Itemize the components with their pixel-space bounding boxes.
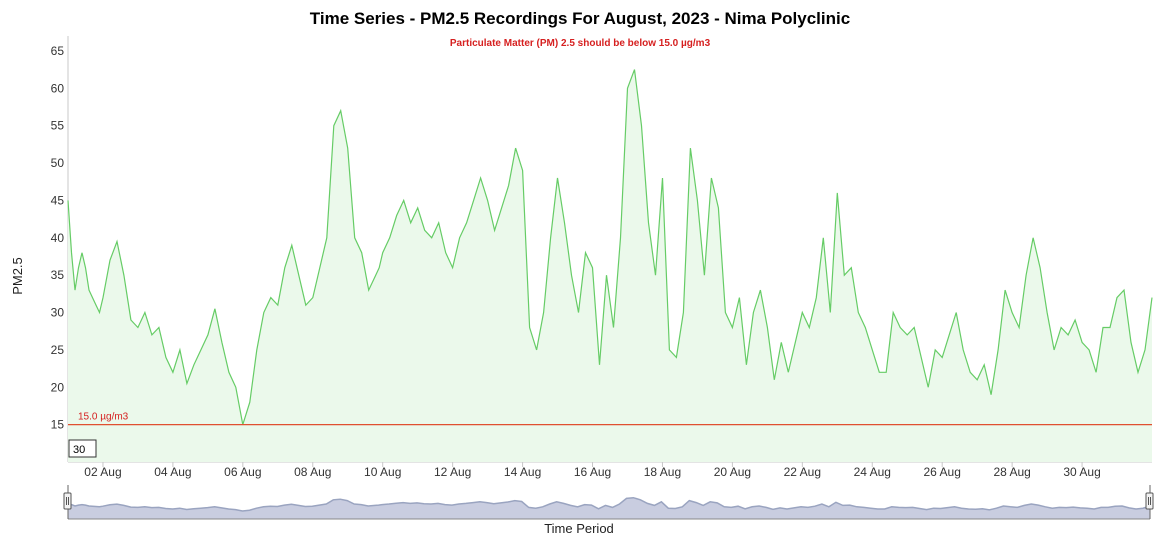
y-tick-label: 60	[51, 81, 65, 95]
navigator-area	[68, 497, 1150, 519]
navigator[interactable]	[63, 485, 1154, 520]
y-tick-label: 35	[51, 268, 65, 282]
y-tick-label: 15	[51, 418, 65, 432]
x-tick-label: 14 Aug	[504, 465, 541, 479]
x-tick-label: 22 Aug	[784, 465, 821, 479]
chart-title: Time Series - PM2.5 Recordings For Augus…	[310, 9, 850, 28]
x-tick-label: 12 Aug	[434, 465, 471, 479]
x-tick-label: 26 Aug	[924, 465, 961, 479]
y-tick-label: 25	[51, 343, 65, 357]
x-tick-label: 18 Aug	[644, 465, 681, 479]
navigator-handle-right[interactable]	[1145, 492, 1154, 510]
x-tick-label: 30 Aug	[1063, 465, 1100, 479]
pm25-area	[68, 69, 1152, 462]
y-axis-label: PM2.5	[10, 257, 25, 295]
navigator-handle-left[interactable]	[63, 492, 72, 510]
x-tick-label: 06 Aug	[224, 465, 261, 479]
y-tick-label: 40	[51, 231, 65, 245]
y-tick-label: 20	[51, 380, 65, 394]
x-tick-label: 28 Aug	[993, 465, 1030, 479]
y-tick-label: 65	[51, 44, 65, 58]
x-axis-label: Time Period	[544, 521, 614, 536]
chart-subtitle: Particulate Matter (PM) 2.5 should be be…	[450, 38, 711, 49]
x-tick-label: 20 Aug	[714, 465, 751, 479]
x-tick-label: 08 Aug	[294, 465, 331, 479]
x-tick-label: 02 Aug	[84, 465, 121, 479]
y-tick-label: 30	[51, 306, 65, 320]
x-tick-label: 04 Aug	[154, 465, 191, 479]
y-tick-label: 55	[51, 119, 65, 133]
y-tick-label: 45	[51, 193, 65, 207]
pm25-series-line	[67, 69, 1153, 425]
rolling-period-value: 30	[73, 444, 85, 456]
threshold-label: 15.0 µg/m3	[78, 412, 129, 423]
x-tick-label: 16 Aug	[574, 465, 611, 479]
x-tick-label: 24 Aug	[854, 465, 891, 479]
rolling-period-box[interactable]	[68, 439, 97, 458]
x-tick-label: 10 Aug	[364, 465, 401, 479]
x-axis-ticks: 02 Aug 04 Aug 06 Aug 08 Aug 10 Aug 12 Aug 14 A…	[84, 462, 1101, 479]
y-tick-label: 50	[51, 156, 65, 170]
navigator-line	[67, 496, 1151, 512]
y-axis-ticks: 15 20 25 30 35 40 45 50 55 60 65	[51, 44, 65, 432]
